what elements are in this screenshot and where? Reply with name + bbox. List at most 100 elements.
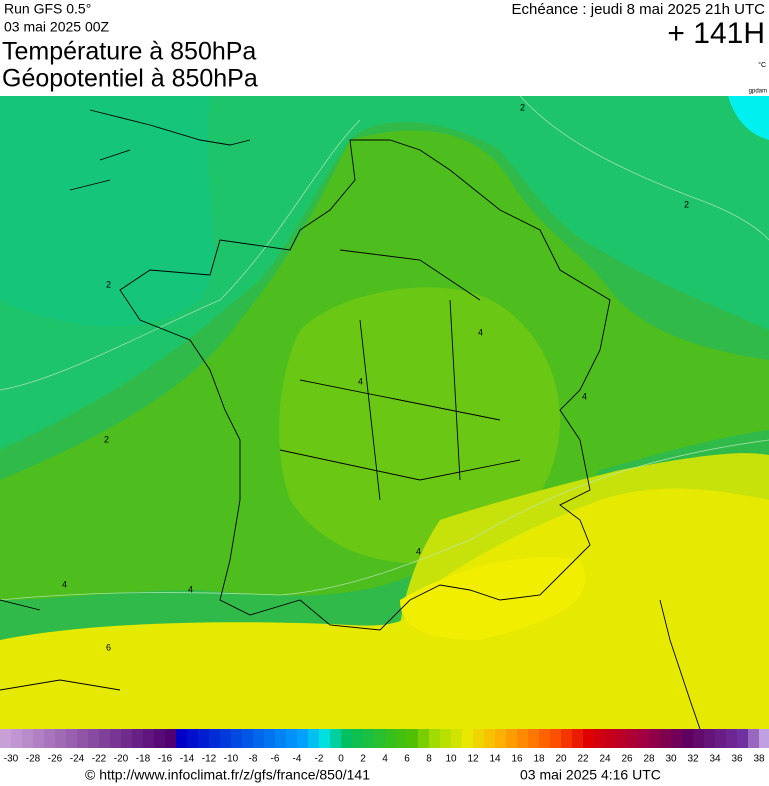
colorbar-swatch	[308, 729, 319, 748]
source-url: © http://www.infoclimat.fr/z/gfs/france/…	[85, 767, 370, 783]
colorbar-swatch	[77, 729, 88, 748]
colorbar-swatch	[495, 729, 506, 748]
contour-label: 2	[106, 279, 111, 289]
colorbar-swatch	[187, 729, 198, 748]
colorbar-swatch	[704, 729, 715, 748]
colorbar-label: 30	[665, 754, 677, 765]
colorbar-label: 14	[489, 754, 501, 765]
france-outline	[119, 139, 611, 631]
colorbar-swatch	[110, 729, 121, 748]
colorbar-swatch	[374, 729, 385, 748]
colorbar-swatch	[583, 729, 594, 748]
colorbar-swatch	[88, 729, 99, 748]
colorbar-swatch	[715, 729, 726, 748]
colorbar-label: 4	[382, 754, 388, 765]
colorbar-swatch	[638, 729, 649, 748]
contour-label: 2	[684, 199, 689, 209]
colorbar-label: -20	[114, 754, 129, 765]
colorbar-label: 6	[404, 754, 410, 765]
colorbar-swatch	[363, 729, 374, 748]
colorbar-swatch	[473, 729, 484, 748]
colorbar-label: -14	[180, 754, 195, 765]
colorbar-label: -4	[293, 754, 302, 765]
colorbar-swatch	[275, 729, 286, 748]
field-yellow-core	[400, 557, 586, 640]
colorbar-label: 36	[731, 754, 743, 765]
colorbar-swatch	[671, 729, 682, 748]
colorbar: -30 -28 -26 -24 -22 -20 -18 -16 -14 -12 -10 -8 -6 -4-…	[0, 729, 769, 765]
contour-label: 4	[188, 584, 193, 594]
colorbar-swatch	[352, 729, 363, 748]
colorbar-label: 28	[643, 754, 655, 765]
colorbar-swatch	[616, 729, 627, 748]
colorbar-swatch	[385, 729, 396, 748]
colorbar-swatch	[253, 729, 264, 748]
colorbar-swatch	[297, 729, 308, 748]
colorbar-swatch	[198, 729, 209, 748]
colorbar-swatch	[66, 729, 77, 748]
contour-label: 6	[106, 642, 111, 652]
colorbar-label: -12	[202, 754, 217, 765]
colorbar-swatch	[726, 729, 737, 748]
contour-label: 4	[62, 579, 67, 589]
colorbar-swatch	[484, 729, 495, 748]
field-cooler	[0, 96, 214, 327]
colorbar-label: -22	[92, 754, 107, 765]
colorbar-swatch	[429, 729, 440, 748]
colorbar-swatch	[132, 729, 143, 748]
unit-gpdam: gpdam	[749, 89, 767, 95]
colorbar-label: 20	[555, 754, 567, 765]
colorbar-swatch	[11, 729, 22, 748]
colorbar-label: 24	[599, 754, 611, 765]
colorbar-swatch	[330, 729, 341, 748]
colorbar-label: -24	[70, 754, 85, 765]
colorbar-swatch	[55, 729, 66, 748]
lead-time: + 141H	[667, 17, 765, 50]
colorbar-label: 2	[360, 754, 366, 765]
colorbar-swatch	[418, 729, 429, 748]
colorbar-label: 34	[709, 754, 721, 765]
colorbar-swatch	[121, 729, 132, 748]
colorbar-swatch	[165, 729, 176, 748]
colorbar-label: 12	[467, 754, 479, 765]
colorbar-label: -18	[136, 754, 151, 765]
colorbar-label: 8	[426, 754, 432, 765]
contour-label: 4	[358, 376, 363, 386]
colorbar-label: -10	[224, 754, 239, 765]
colorbar-label: 16	[511, 754, 523, 765]
field-warm	[279, 287, 560, 564]
colorbar-swatch	[407, 729, 418, 748]
contour-label: 2	[520, 102, 525, 112]
colorbar-swatch	[264, 729, 275, 748]
colorbar-swatch	[154, 729, 165, 748]
colorbar-swatch	[748, 729, 759, 748]
colorbar-label: -8	[249, 754, 258, 765]
colorbar-swatch	[682, 729, 693, 748]
colorbar-swatch	[539, 729, 550, 748]
colorbar-label: 10	[445, 754, 457, 765]
colorbar-swatch	[99, 729, 110, 748]
colorbar-swatch	[462, 729, 473, 748]
colorbar-swatch	[506, 729, 517, 748]
map: 2 2 2 2 4 4 4 4 4 4 6	[0, 96, 769, 729]
colorbar-label: 18	[533, 754, 545, 765]
run-date: 03 mai 2025 00Z	[4, 19, 110, 35]
colorbar-swatch	[660, 729, 671, 748]
unit: °C	[758, 61, 766, 69]
colorbar-swatch	[572, 729, 583, 748]
colorbar-swatch	[594, 729, 605, 748]
contour-label: 2	[104, 434, 109, 444]
colorbar-label: -28	[26, 754, 41, 765]
forecast-time: Echéance : jeudi 8 mai 2025 21h UTC	[512, 1, 766, 18]
colorbar-swatch	[0, 729, 11, 748]
colorbar-label: 32	[687, 754, 699, 765]
field-yellow	[0, 488, 769, 729]
colorbar-swatch	[517, 729, 528, 748]
colorbar-swatch	[242, 729, 253, 748]
colorbar-swatch	[451, 729, 462, 748]
colorbar-label: -16	[158, 754, 173, 765]
colorbar-swatch	[44, 729, 55, 748]
colorbar-swatch	[759, 729, 769, 748]
colorbar-swatch	[341, 729, 352, 748]
colorbar-label: 22	[577, 754, 589, 765]
